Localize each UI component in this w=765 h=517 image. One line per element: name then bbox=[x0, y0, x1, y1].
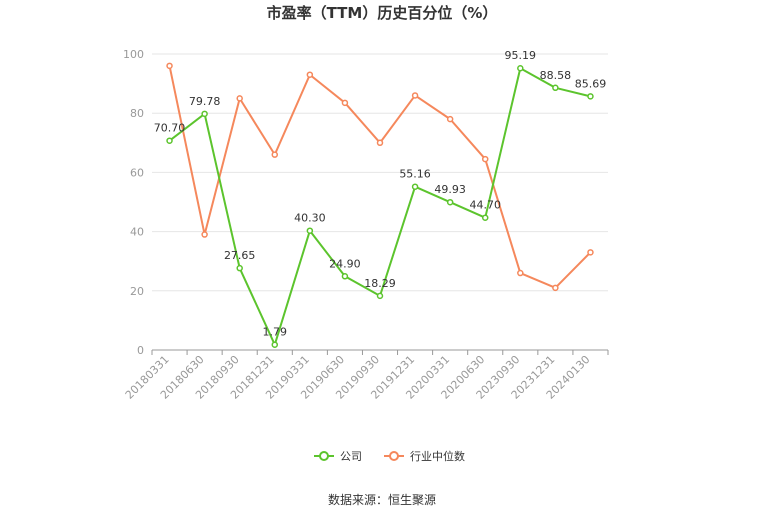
y-tick-label: 100 bbox=[123, 48, 144, 61]
data-point bbox=[411, 183, 419, 190]
data-point bbox=[517, 269, 524, 277]
data-point bbox=[166, 137, 173, 144]
data-point bbox=[341, 273, 349, 280]
x-axis: 2018033120180630201809302018123120190331… bbox=[123, 349, 609, 402]
data-label: 95.19 bbox=[505, 49, 537, 62]
data-label: 44.70 bbox=[469, 199, 501, 212]
data-point bbox=[376, 292, 384, 300]
series-line bbox=[168, 67, 591, 346]
y-tick-label: 40 bbox=[130, 226, 144, 239]
data-point bbox=[552, 84, 559, 92]
data-label: 55.16 bbox=[399, 168, 431, 181]
y-tick-label: 20 bbox=[130, 285, 144, 298]
data-point bbox=[481, 155, 489, 163]
data-label: 85.69 bbox=[575, 77, 607, 90]
y-axis: 0 20 40 60 80 100 bbox=[123, 48, 144, 357]
data-point bbox=[446, 198, 454, 206]
data-point bbox=[552, 284, 559, 292]
data-point bbox=[517, 64, 524, 72]
data-point bbox=[306, 227, 314, 234]
y-tick-label: 80 bbox=[130, 107, 144, 120]
data-label: 18.29 bbox=[364, 277, 396, 290]
data-point bbox=[376, 139, 384, 147]
data-label: 88.58 bbox=[540, 69, 572, 82]
data-point bbox=[236, 264, 243, 272]
grid bbox=[152, 53, 608, 292]
data-point bbox=[446, 115, 454, 123]
legend-label: 公司 bbox=[340, 450, 362, 463]
data-point bbox=[306, 71, 314, 78]
data-point bbox=[236, 95, 243, 102]
data-point bbox=[201, 110, 208, 118]
data-label: 27.65 bbox=[224, 249, 256, 262]
data-point bbox=[587, 249, 594, 256]
data-point bbox=[271, 341, 279, 348]
legend-marker bbox=[389, 451, 399, 461]
source-note: 数据来源：恒生聚源 bbox=[328, 492, 436, 507]
data-label: 40.30 bbox=[294, 212, 326, 225]
data-point bbox=[271, 151, 279, 158]
data-labels: 70.7079.7827.651.7940.3024.9018.2955.164… bbox=[154, 49, 606, 338]
chart-title: 市盈率（TTM）历史百分位（%） bbox=[267, 4, 498, 22]
y-tick-label: 60 bbox=[130, 166, 144, 179]
y-tick-label: 0 bbox=[137, 344, 144, 357]
legend-label: 行业中位数 bbox=[410, 449, 465, 463]
data-point bbox=[201, 231, 208, 238]
data-label: 49.93 bbox=[434, 183, 466, 196]
data-label: 1.79 bbox=[263, 326, 288, 339]
data-point bbox=[587, 93, 594, 100]
series-group bbox=[166, 62, 594, 348]
data-point bbox=[341, 99, 349, 107]
legend: 公司 行业中位数 bbox=[314, 449, 465, 463]
data-label: 79.78 bbox=[189, 95, 221, 108]
data-label: 24.90 bbox=[329, 257, 361, 270]
data-point bbox=[411, 92, 419, 99]
data-label: 70.70 bbox=[154, 122, 186, 135]
data-point bbox=[481, 214, 489, 221]
legend-marker bbox=[319, 451, 329, 461]
data-point bbox=[166, 62, 173, 70]
